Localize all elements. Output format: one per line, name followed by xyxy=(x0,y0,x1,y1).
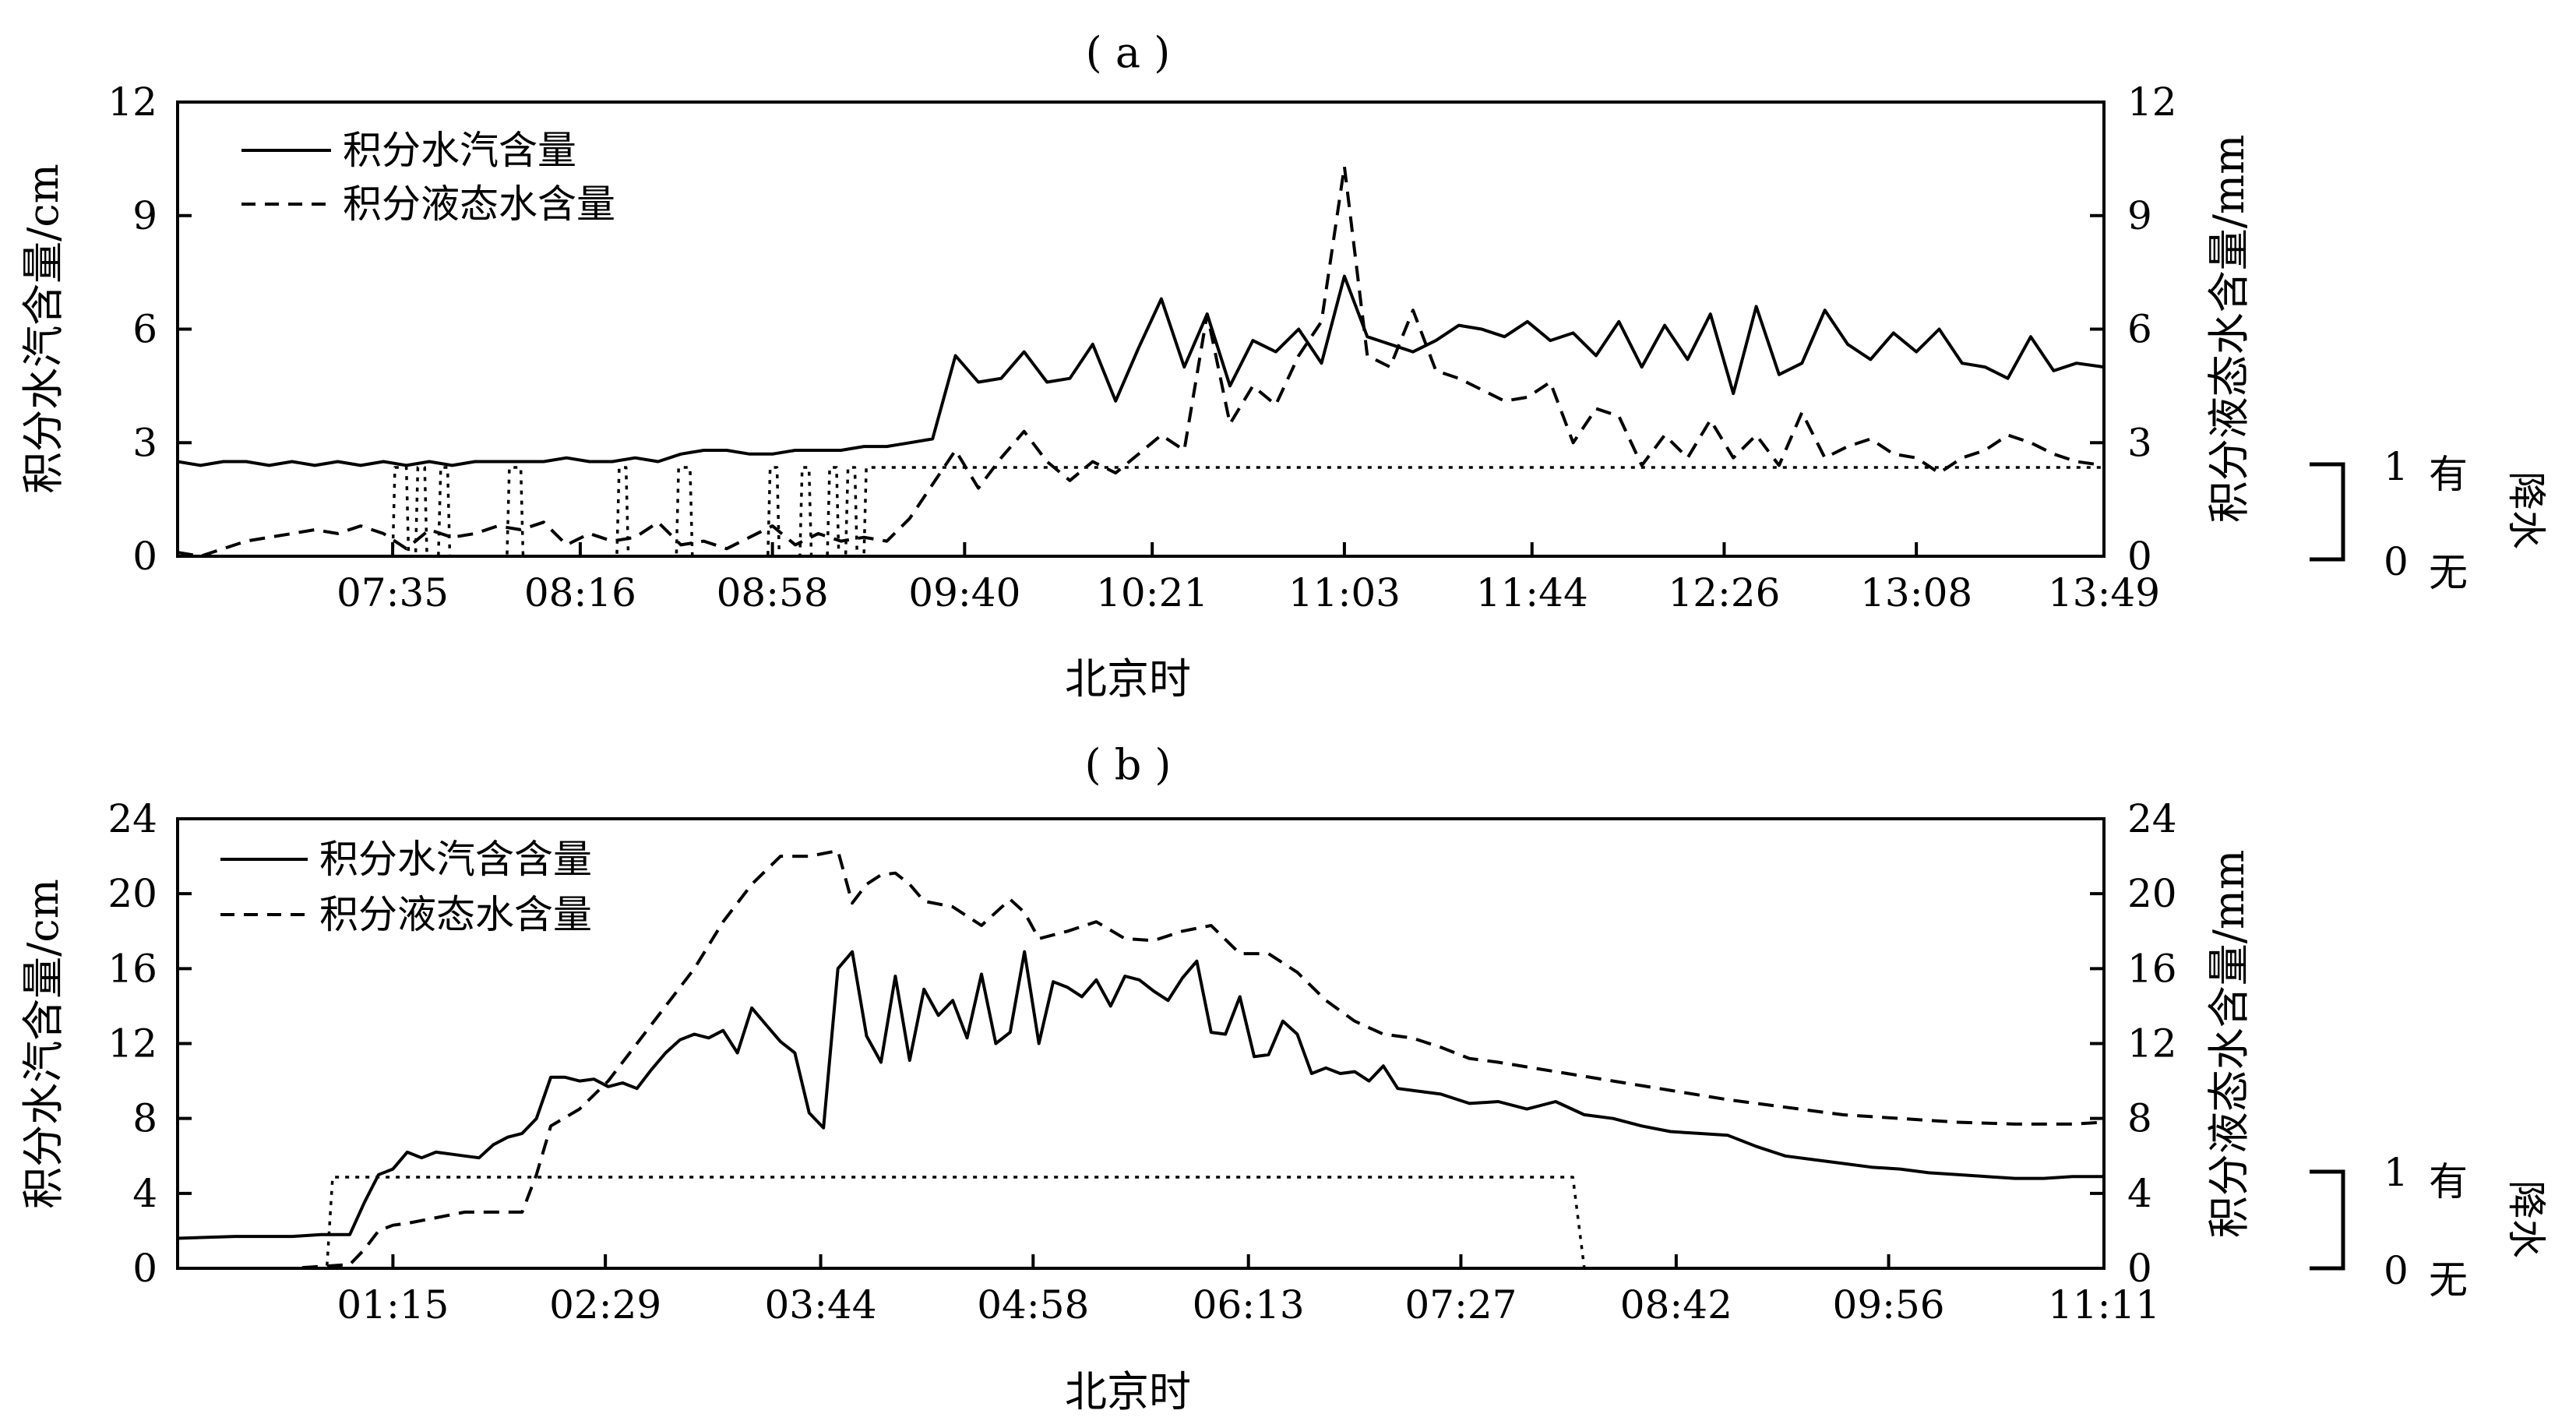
panel-b-legend-label-1: 积分水汽含含量 xyxy=(319,837,592,882)
panel-b-y-right-tick-label: 20 xyxy=(2127,871,2177,916)
panel-a-y-right-tick-label: 3 xyxy=(2127,420,2152,465)
panel-a-series-line-dashed xyxy=(177,164,2105,558)
panel-a-xlabel: 北京时 xyxy=(1065,654,1191,703)
panel-a-y-left-tick-label: 0 xyxy=(132,534,157,579)
panel-a-y-left-ticks: 0 3 6 9 12 xyxy=(107,79,192,579)
panel-a-x-ticks: 07:35 08:16 08:58 09:40 10:21 11:03 11:44 12:26… xyxy=(337,542,2160,615)
panel-a-y-right-tick-label: 12 xyxy=(2127,79,2177,125)
panel-a-y-left-tick-label: 12 xyxy=(107,79,157,125)
panel-a-series-line-dotted xyxy=(178,466,2104,558)
panel-a-x-tick-label: 13:49 xyxy=(2048,570,2160,615)
panel-a-series-line-solid xyxy=(177,274,2105,467)
panel-b-series xyxy=(177,848,2105,1270)
panel-b-y-right-tick-label: 4 xyxy=(2127,1171,2152,1216)
panel-b-precip-tick-0: 0 xyxy=(2384,1248,2409,1293)
panel-a-ylabel-right: 积分液态水含量/mm xyxy=(2204,135,2254,524)
panel-a-y-right-tick-label: 9 xyxy=(2127,193,2152,238)
panel-b-series-line-solid xyxy=(177,950,2104,1240)
panel-b-legend: 积分水汽含含量 积分液态水含量 xyxy=(220,837,592,937)
panel-a-ylabel-left: 积分水汽含量/cm xyxy=(19,164,68,494)
panel-b-x-tick-label: 06:13 xyxy=(1193,1282,1305,1328)
panel-a-x-tick-label: 07:35 xyxy=(337,570,449,615)
panel-b-ylabel-right: 积分液态水含量/mm xyxy=(2204,850,2254,1239)
panel-a-x-tick-label: 08:16 xyxy=(524,570,636,615)
panel-b-precip-indicator: 1 0 有 无 降水 xyxy=(2310,1150,2549,1303)
panel-a-y-left-tick-label: 6 xyxy=(132,307,157,352)
panel-b-x-tick-label: 01:15 xyxy=(337,1282,449,1328)
panel-a-x-tick-label: 08:58 xyxy=(717,570,829,615)
panel-b-y-right-tick-label: 24 xyxy=(2127,796,2177,841)
panel-a-y-left-tick-label: 9 xyxy=(132,193,157,238)
panel-a-precip-no: 无 xyxy=(2429,550,2468,595)
panel-a-series xyxy=(177,164,2105,558)
panel-b-series-line-dashed xyxy=(178,848,2105,1270)
panel-b-y-left-tick-label: 20 xyxy=(107,871,157,916)
panel-a-x-tick-label: 13:08 xyxy=(1860,570,1972,615)
panel-a-y-right-tick-label: 0 xyxy=(2127,534,2152,579)
panel-b-y-right-tick-label: 16 xyxy=(2127,946,2177,991)
panel-b-x-tick-label: 07:27 xyxy=(1404,1282,1517,1328)
panel-b-plot-frame xyxy=(176,817,2106,1270)
panel-b-y-left-tick-label: 16 xyxy=(107,946,157,991)
panel-a-legend-label-2: 积分液态水含量 xyxy=(343,182,615,227)
panel-a-x-tick-label: 11:03 xyxy=(1288,570,1401,615)
panel-b-series-line-dotted xyxy=(178,1176,2104,1270)
panel-b-x-tick-label: 11:11 xyxy=(2048,1282,2160,1328)
panel-a-precip-yes: 有 xyxy=(2429,452,2468,497)
panel-a-precip-tick-1: 1 xyxy=(2384,444,2409,489)
panel-b-x-tick-label: 08:42 xyxy=(1620,1282,1732,1328)
panel-b-x-ticks: 01:15 02:29 03:44 04:58 06:13 07:27 08:42 09:56… xyxy=(337,1254,2160,1328)
panel-a-precip-indicator: 1 0 有 无 降水 xyxy=(2310,444,2549,595)
panel-a-x-tick-label: 11:44 xyxy=(1476,570,1588,615)
panel-b-precip-title: 降水 xyxy=(2504,1180,2549,1258)
panel-b-y-left-ticks: 0 4 8 12 16 20 24 xyxy=(107,796,192,1291)
panel-b-precip-tick-1: 1 xyxy=(2384,1150,2409,1195)
panel-a-title: ( a ) xyxy=(1086,28,1171,77)
panel-b-y-right-tick-label: 0 xyxy=(2127,1246,2152,1291)
panel-b-y-left-tick-label: 12 xyxy=(107,1021,157,1067)
panel-b-x-tick-label: 04:58 xyxy=(977,1282,1089,1328)
panel-a-precip-bracket xyxy=(2310,462,2345,562)
panel-a-precip-tick-0: 0 xyxy=(2384,539,2409,584)
panel-a-legend-label-1: 积分水汽含量 xyxy=(343,128,576,173)
chart-panel-b: ( b ) 0 4 8 12 16 20 24 0 4 8 12 16 20 24 01:15 02:29… xyxy=(19,740,2549,1416)
panel-b-x-tick-label: 09:56 xyxy=(1833,1282,1945,1328)
panel-a-legend: 积分水汽含量 积分液态水含量 xyxy=(241,128,615,227)
panel-b-y-left-tick-label: 4 xyxy=(132,1171,157,1216)
panel-b-y-right-tick-label: 12 xyxy=(2127,1021,2177,1067)
panel-b-ylabel-left: 积分水汽含量/cm xyxy=(19,879,68,1209)
panel-a-y-right-ticks: 0 3 6 9 12 xyxy=(2090,79,2177,579)
panel-a-x-tick-label: 09:40 xyxy=(908,570,1020,615)
panel-a-x-tick-label: 10:21 xyxy=(1096,570,1208,615)
panel-b-x-tick-label: 02:29 xyxy=(549,1282,661,1328)
panel-b-y-right-tick-label: 8 xyxy=(2127,1096,2152,1141)
panel-b-y-right-ticks: 0 4 8 12 16 20 24 xyxy=(2090,796,2177,1291)
panel-b-x-tick-label: 03:44 xyxy=(765,1282,877,1328)
panel-a-y-left-tick-label: 3 xyxy=(132,420,157,465)
panel-a-y-right-tick-label: 6 xyxy=(2127,307,2152,352)
panel-b-y-left-tick-label: 24 xyxy=(107,796,157,841)
panel-b-y-left-tick-label: 8 xyxy=(132,1096,157,1141)
panel-b-precip-bracket xyxy=(2310,1169,2345,1271)
chart-panel-a: ( a ) 0 3 6 9 12 0 3 6 9 12 07:35 08:16 08:58 09:40… xyxy=(19,28,2549,703)
panel-a-precip-title: 降水 xyxy=(2504,471,2549,549)
panel-b-precip-yes: 有 xyxy=(2429,1159,2468,1204)
panel-b-xlabel: 北京时 xyxy=(1065,1367,1191,1416)
panel-b-title: ( b ) xyxy=(1084,740,1171,789)
panel-b-precip-no: 无 xyxy=(2429,1257,2468,1303)
panel-b-legend-label-2: 积分液态水含量 xyxy=(319,892,592,937)
panel-a-x-tick-label: 12:26 xyxy=(1668,570,1780,615)
panel-b-y-left-tick-label: 0 xyxy=(132,1246,157,1291)
